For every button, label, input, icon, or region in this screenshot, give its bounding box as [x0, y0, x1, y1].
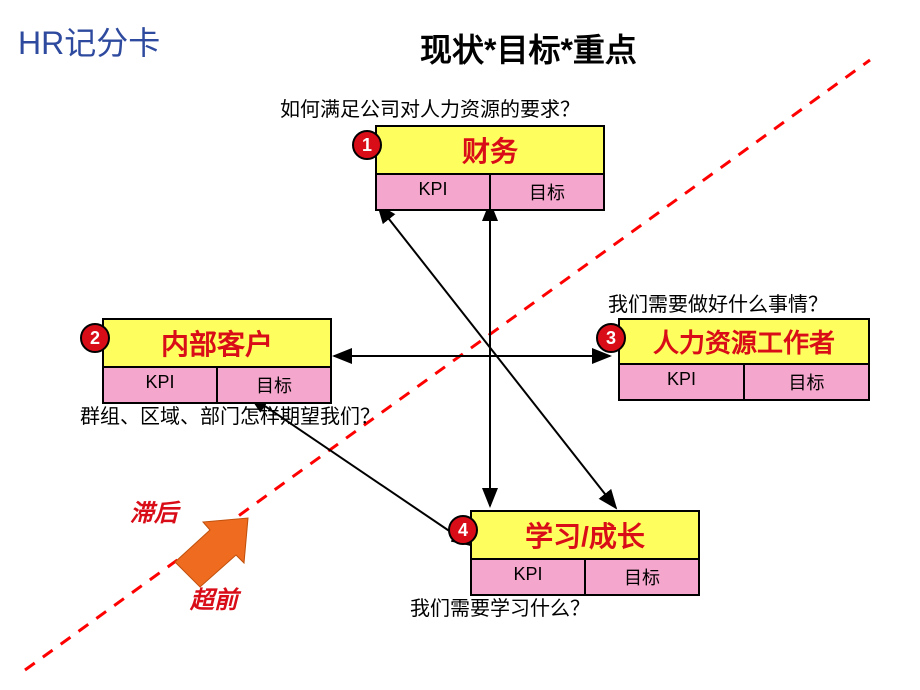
badge-2: 2 [80, 323, 110, 353]
caption-finance: 如何满足公司对人力资源的要求？ [280, 93, 580, 122]
box-hr-target: 目标 [745, 365, 868, 399]
box-finance-head: 财务 [377, 127, 603, 175]
caption-learn: 我们需要学习什么？ [410, 592, 590, 621]
badge-1: 1 [352, 130, 382, 160]
box-learn-target: 目标 [586, 560, 698, 594]
box-customer-target: 目标 [218, 368, 330, 402]
box-learn-head: 学习/成长 [472, 512, 698, 560]
box-learn: 学习/成长 KPI 目标 [470, 510, 700, 596]
badge-3: 3 [596, 323, 626, 353]
label-lag: 滞后 [130, 493, 178, 528]
box-finance-target: 目标 [491, 175, 603, 209]
box-finance-kpi: KPI [377, 175, 491, 209]
caption-hr: 我们需要做好什么事情？ [608, 288, 828, 317]
box-customer: 内部客户 KPI 目标 [102, 318, 332, 404]
main-title: 现状*目标*重点 [420, 25, 637, 71]
box-hr-head: 人力资源工作者 [620, 320, 868, 365]
box-finance: 财务 KPI 目标 [375, 125, 605, 211]
badge-4: 4 [448, 515, 478, 545]
box-hr: 人力资源工作者 KPI 目标 [618, 318, 870, 401]
label-lead: 超前 [190, 580, 238, 615]
caption-customer: 群组、区域、部门怎样期望我们？ [80, 400, 380, 429]
slide-title: HR记分卡 [18, 18, 160, 64]
box-learn-kpi: KPI [472, 560, 586, 594]
box-hr-kpi: KPI [620, 365, 745, 399]
lead-arrow-shape [175, 518, 248, 587]
box-customer-head: 内部客户 [104, 320, 330, 368]
diag-finance-hr [378, 205, 616, 508]
box-customer-kpi: KPI [104, 368, 218, 402]
